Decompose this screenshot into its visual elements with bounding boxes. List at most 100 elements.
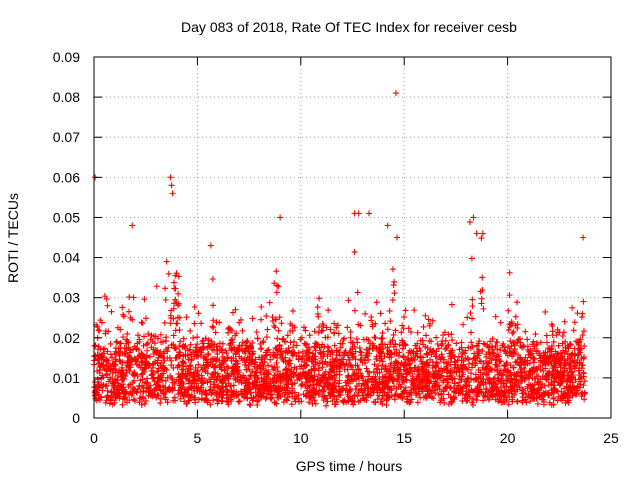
- data-point: [205, 350, 212, 357]
- data-point: [559, 369, 566, 376]
- data-point: [431, 387, 438, 394]
- data-point: [224, 389, 231, 396]
- data-point: [411, 368, 418, 375]
- data-point: [364, 350, 371, 357]
- data-point: [162, 394, 169, 401]
- data-point: [308, 372, 315, 379]
- data-point: [269, 391, 276, 398]
- data-point: [202, 368, 209, 375]
- data-point: [271, 399, 278, 406]
- data-point: [500, 371, 507, 378]
- data-point: [402, 384, 409, 391]
- data-point: [146, 386, 153, 393]
- data-point: [551, 362, 558, 369]
- data-point: [252, 356, 259, 363]
- data-point: [137, 377, 144, 384]
- data-point: [530, 338, 537, 345]
- data-point: [530, 395, 537, 402]
- data-point: [462, 395, 469, 402]
- data-point: [230, 388, 237, 395]
- data-point: [391, 278, 398, 285]
- data-point: [467, 345, 474, 352]
- data-point: [370, 381, 377, 388]
- data-point: [391, 350, 398, 357]
- data-point: [399, 345, 406, 352]
- data-point: [386, 307, 393, 314]
- data-point: [524, 383, 531, 390]
- data-point: [514, 398, 521, 405]
- data-point: [176, 326, 183, 333]
- data-point: [415, 364, 422, 371]
- data-point: [236, 353, 243, 360]
- data-point: [347, 328, 354, 335]
- data-point: [497, 378, 504, 385]
- data-point: [257, 394, 264, 401]
- data-point: [413, 350, 420, 357]
- data-point: [193, 344, 200, 351]
- data-point: [244, 345, 251, 352]
- data-point: [487, 366, 494, 373]
- data-point: [290, 338, 297, 345]
- data-point: [311, 365, 318, 372]
- data-point: [345, 297, 352, 304]
- data-point: [376, 348, 383, 355]
- data-point: [176, 343, 183, 350]
- data-point: [118, 386, 125, 393]
- data-point: [228, 337, 235, 344]
- data-point: [534, 400, 541, 407]
- data-point: [485, 360, 492, 367]
- data-point: [427, 378, 434, 385]
- data-point: [263, 380, 270, 387]
- data-point: [569, 304, 576, 311]
- data-point: [511, 342, 518, 349]
- data-point: [569, 392, 576, 399]
- data-point: [460, 321, 467, 328]
- data-point: [234, 360, 241, 367]
- data-point: [460, 371, 467, 378]
- data-point: [479, 286, 486, 293]
- data-point: [449, 337, 456, 344]
- data-point: [506, 324, 513, 331]
- data-point: [276, 341, 283, 348]
- data-point: [309, 350, 316, 357]
- data-point: [505, 326, 512, 333]
- data-point: [571, 345, 578, 352]
- data-point: [293, 342, 300, 349]
- data-point: [525, 371, 532, 378]
- data-point: [509, 353, 516, 360]
- data-point: [101, 293, 108, 300]
- data-point: [349, 345, 356, 352]
- data-point: [490, 387, 497, 394]
- data-point: [251, 361, 258, 368]
- data-point: [265, 362, 272, 369]
- data-point: [494, 371, 501, 378]
- data-point: [555, 371, 562, 378]
- data-point: [402, 376, 409, 383]
- x-axis-label: GPS time / hours: [296, 458, 403, 474]
- data-point: [169, 379, 176, 386]
- data-point: [353, 335, 360, 342]
- data-point: [138, 358, 145, 365]
- data-point: [522, 361, 529, 368]
- data-point: [321, 392, 328, 399]
- data-point: [470, 214, 477, 221]
- data-point: [213, 358, 220, 365]
- data-point: [449, 398, 456, 405]
- data-point: [331, 329, 338, 336]
- data-point: [323, 402, 330, 409]
- data-point: [521, 368, 528, 375]
- data-point: [194, 334, 201, 341]
- data-point: [479, 371, 486, 378]
- data-point: [180, 360, 187, 367]
- data-point: [470, 389, 477, 396]
- data-point: [210, 347, 217, 354]
- data-point: [472, 371, 479, 378]
- data-point: [250, 350, 257, 357]
- data-point: [347, 361, 354, 368]
- data-point: [527, 354, 534, 361]
- data-point: [104, 357, 111, 364]
- data-point: [301, 362, 308, 369]
- data-point: [496, 377, 503, 384]
- data-point: [569, 374, 576, 381]
- data-point: [148, 332, 155, 339]
